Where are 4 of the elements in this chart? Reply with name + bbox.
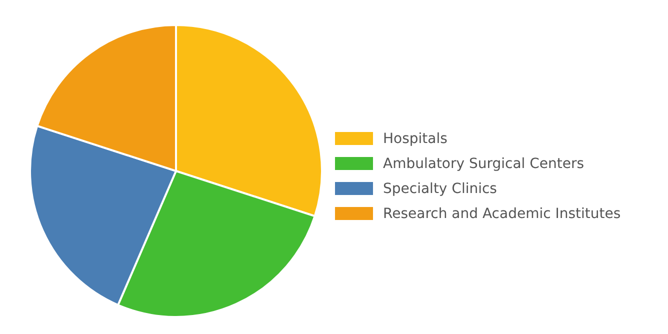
legend-label: Research and Academic Institutes: [383, 206, 621, 222]
legend-label: Specialty Clinics: [383, 180, 497, 196]
legend-label: Hospitals: [383, 130, 448, 146]
legend-label: Ambulatory Surgical Centers: [383, 156, 584, 172]
